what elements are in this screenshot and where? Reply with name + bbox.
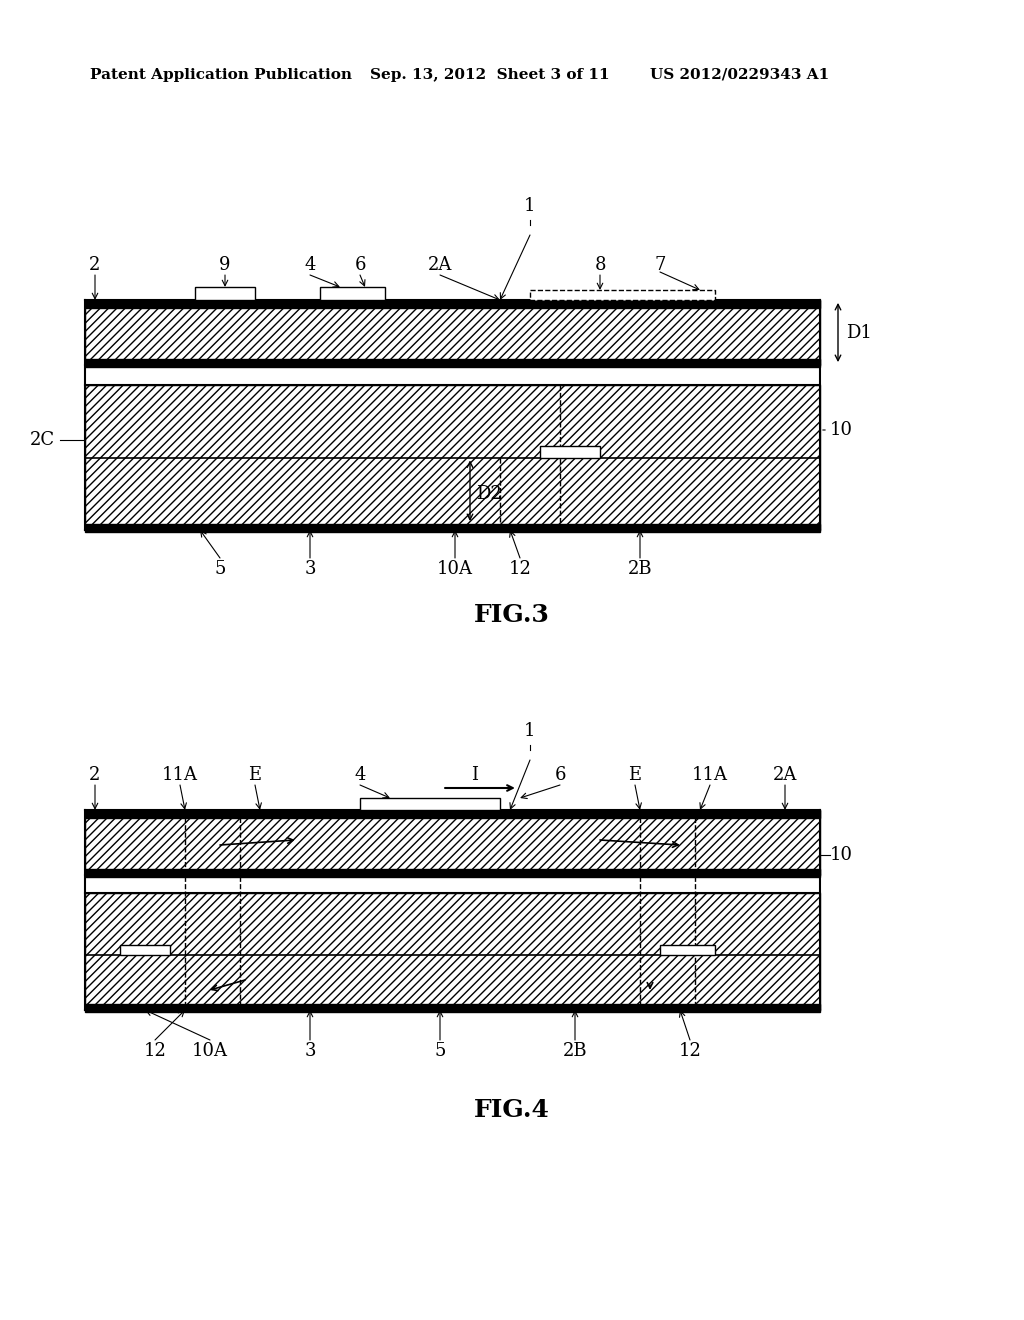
Text: 2A: 2A	[428, 256, 453, 275]
Text: 4: 4	[304, 256, 315, 275]
Bar	[195, 286, 255, 300]
Bar	[85, 524, 820, 532]
Text: 1: 1	[524, 197, 536, 215]
Text: D1: D1	[846, 323, 871, 342]
Text: 10A: 10A	[193, 1041, 228, 1060]
Bar	[120, 945, 170, 954]
Text: 2: 2	[89, 256, 100, 275]
Bar	[85, 810, 820, 875]
Text: 5: 5	[214, 560, 225, 578]
Text: 10: 10	[830, 421, 853, 440]
Text: 3: 3	[304, 560, 315, 578]
Text: E: E	[629, 766, 642, 784]
Bar	[530, 290, 715, 300]
Text: 11A: 11A	[162, 766, 198, 784]
Bar	[360, 799, 500, 810]
Bar	[85, 1005, 820, 1012]
Text: D2: D2	[476, 484, 502, 503]
Text: 6: 6	[554, 766, 565, 784]
Text: 7: 7	[654, 256, 666, 275]
Bar	[85, 359, 820, 367]
Text: FIG.4: FIG.4	[474, 1098, 550, 1122]
Text: 11A: 11A	[692, 766, 728, 784]
Text: 10A: 10A	[437, 560, 473, 578]
Text: 12: 12	[143, 1041, 167, 1060]
Text: E: E	[249, 766, 261, 784]
Text: FIG.3: FIG.3	[474, 603, 550, 627]
Bar	[540, 446, 600, 458]
Text: Sep. 13, 2012  Sheet 3 of 11: Sep. 13, 2012 Sheet 3 of 11	[370, 69, 609, 82]
Bar	[85, 894, 820, 1010]
Bar	[660, 945, 715, 954]
Text: 6: 6	[354, 256, 366, 275]
Bar	[319, 286, 385, 300]
Text: 12: 12	[509, 560, 531, 578]
Text: 10: 10	[830, 846, 853, 865]
Text: I: I	[471, 766, 478, 784]
Text: 3: 3	[304, 1041, 315, 1060]
Text: Patent Application Publication: Patent Application Publication	[90, 69, 352, 82]
Bar	[319, 286, 385, 300]
Bar	[660, 945, 715, 954]
Text: US 2012/0229343 A1: US 2012/0229343 A1	[650, 69, 829, 82]
Text: 2B: 2B	[562, 1041, 588, 1060]
Bar	[540, 446, 600, 458]
Text: 9: 9	[219, 256, 230, 275]
Bar	[85, 300, 820, 366]
Bar	[85, 810, 820, 818]
Bar	[120, 945, 170, 954]
Text: 2: 2	[89, 766, 100, 784]
Bar	[85, 385, 820, 531]
Bar	[195, 286, 255, 300]
Text: 2A: 2A	[773, 766, 798, 784]
Text: 2C: 2C	[30, 432, 55, 449]
Text: 1: 1	[524, 722, 536, 741]
Bar	[85, 300, 820, 308]
Bar	[360, 799, 500, 810]
Bar	[85, 869, 820, 876]
Text: 12: 12	[679, 1041, 701, 1060]
Text: 2B: 2B	[628, 560, 652, 578]
Text: 4: 4	[354, 766, 366, 784]
Text: 5: 5	[434, 1041, 445, 1060]
Text: 8: 8	[594, 256, 606, 275]
